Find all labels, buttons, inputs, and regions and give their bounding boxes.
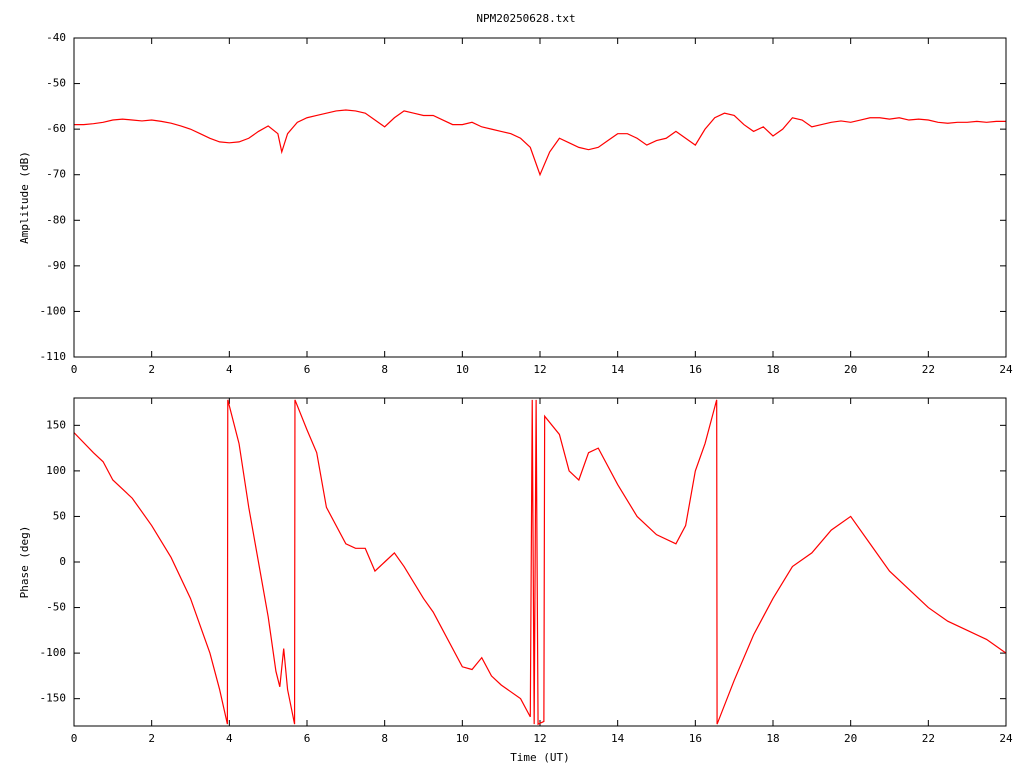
y-tick-label: 0 <box>59 555 66 568</box>
y-axis-label: Phase (deg) <box>18 526 31 599</box>
x-tick-label: 24 <box>999 363 1013 376</box>
x-tick-label: 10 <box>456 363 469 376</box>
y-tick-label: -150 <box>40 692 67 705</box>
x-tick-label: 12 <box>533 732 546 745</box>
x-tick-label: 0 <box>71 363 78 376</box>
data-line <box>73 399 1007 726</box>
x-tick-label: 24 <box>999 732 1013 745</box>
x-tick-label: 4 <box>226 732 233 745</box>
plot-frame <box>73 397 1007 727</box>
chart-title: NPM20250628.txt <box>476 12 575 25</box>
x-tick-label: 12 <box>533 363 546 376</box>
y-tick-label: -50 <box>46 601 66 614</box>
x-tick-label: 8 <box>381 363 388 376</box>
data-line <box>74 109 1006 177</box>
x-tick-label: 14 <box>611 363 625 376</box>
x-tick-label: 6 <box>304 732 311 745</box>
x-tick-label: 8 <box>381 732 388 745</box>
x-tick-label: 2 <box>148 363 155 376</box>
x-tick-label: 14 <box>611 732 625 745</box>
y-tick-label: -60 <box>46 122 66 135</box>
x-tick-label: 22 <box>922 363 935 376</box>
y-tick-label: -90 <box>46 259 66 272</box>
x-axis-label: Time (UT) <box>510 751 570 764</box>
x-tick-label: 22 <box>922 732 935 745</box>
x-tick-label: 16 <box>689 363 702 376</box>
y-tick-label: -110 <box>40 350 67 363</box>
x-tick-label: 18 <box>766 732 779 745</box>
x-tick-label: 10 <box>456 732 469 745</box>
y-tick-label: -80 <box>46 213 66 226</box>
plot-frame <box>73 37 1007 358</box>
y-tick-label: -50 <box>46 77 66 90</box>
x-tick-label: 18 <box>766 363 779 376</box>
x-tick-label: 16 <box>689 732 702 745</box>
x-tick-label: 4 <box>226 363 233 376</box>
y-tick-label: 50 <box>53 509 66 522</box>
y-axis-label: Amplitude (dB) <box>18 151 31 244</box>
x-tick-label: 2 <box>148 732 155 745</box>
y-tick-label: 150 <box>46 418 66 431</box>
y-tick-label: 100 <box>46 464 66 477</box>
y-tick-label: -100 <box>40 646 67 659</box>
y-tick-label: -100 <box>40 304 67 317</box>
x-tick-label: 6 <box>304 363 311 376</box>
y-tick-label: -70 <box>46 168 66 181</box>
y-tick-label: -40 <box>46 31 66 44</box>
x-tick-label: 0 <box>71 732 78 745</box>
x-tick-label: 20 <box>844 732 857 745</box>
x-tick-label: 20 <box>844 363 857 376</box>
